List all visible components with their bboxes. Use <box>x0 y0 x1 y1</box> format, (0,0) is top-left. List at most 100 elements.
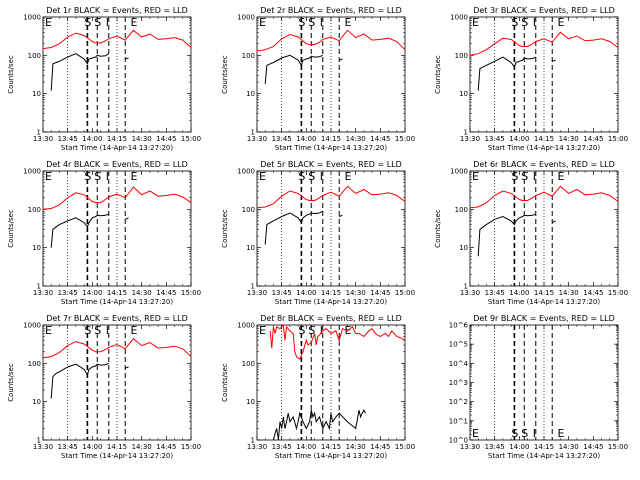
x-axis-label: Start Time (14-Apr-14 13:27:20) <box>275 298 387 306</box>
time-marker-label: I <box>106 16 109 29</box>
x-tick-label: 15:00 <box>608 289 628 297</box>
time-marker-label: S <box>94 324 101 337</box>
time-marker-label: S <box>308 16 315 29</box>
lld-rate-line <box>42 186 192 210</box>
y-tick-label: 10^1 <box>449 417 468 425</box>
x-tick-label: 13:30 <box>247 289 267 297</box>
time-marker-label: E <box>472 16 479 29</box>
x-tick-label: 14:00 <box>509 443 529 451</box>
x-tick-label: 14:30 <box>132 289 152 297</box>
x-tick-label: 14:45 <box>156 135 176 143</box>
x-axis-label: Start Time (14-Apr-14 13:27:20) <box>61 144 173 152</box>
x-tick-label: 14:00 <box>82 135 102 143</box>
panel-title: Det 3r BLACK = Events, RED = LLD <box>473 6 615 15</box>
y-tick-label: 10^6 <box>449 322 469 330</box>
time-marker-label: I <box>533 170 536 183</box>
events-rate-line <box>50 213 109 248</box>
time-marker-label: I <box>106 324 109 337</box>
events-rate-line <box>50 53 110 91</box>
events-rate-line <box>339 214 343 217</box>
x-tick-label: 14:30 <box>346 135 366 143</box>
y-axis-label: Counts/sec <box>434 55 442 94</box>
x-tick-label: 14:15 <box>107 289 127 297</box>
x-tick-label: 14:45 <box>583 443 603 451</box>
x-tick-label: 14:15 <box>534 289 554 297</box>
time-marker-label: S <box>521 170 528 183</box>
time-marker-label: S <box>521 427 528 440</box>
y-tick-label: 10^5 <box>449 341 468 349</box>
x-tick-label: 14:00 <box>296 289 316 297</box>
x-tick-label: 14:15 <box>321 135 341 143</box>
x-tick-label: 13:30 <box>460 135 480 143</box>
y-tick-label: 10 <box>246 398 255 406</box>
time-marker-label: S <box>94 16 101 29</box>
panel-title: Det 8r BLACK = Events, RED = LLD <box>260 314 402 323</box>
time-marker-label: E <box>344 16 351 29</box>
x-tick-label: 13:30 <box>460 443 480 451</box>
x-tick-label: 14:15 <box>534 443 554 451</box>
lld-rate-line <box>269 323 406 360</box>
time-marker-label: I <box>533 16 536 29</box>
time-marker-label: S <box>84 16 91 29</box>
panel-2: Det 2r BLACK = Events, RED = LLD 1 10 100 10… <box>221 6 415 152</box>
time-marker-label: I <box>320 324 323 337</box>
y-tick-label: 10^2 <box>449 398 468 406</box>
y-tick-label: 10^0 <box>449 437 468 445</box>
panel-6: Det 6r BLACK = Events, RED = LLD 1 10 100 10… <box>434 160 628 306</box>
y-tick-label: 100 <box>242 360 255 368</box>
lld-rate-line <box>42 337 192 359</box>
events-rate-line <box>339 58 343 61</box>
y-tick-label: 10 <box>459 90 468 98</box>
x-tick-label: 14:30 <box>132 135 152 143</box>
time-marker-label: S <box>308 170 315 183</box>
lld-rate-line <box>469 185 619 209</box>
y-tick-label: 10 <box>32 90 41 98</box>
panel-title: Det 2r BLACK = Events, RED = LLD <box>260 6 402 15</box>
y-axis-label: Counts/sec <box>434 209 442 248</box>
y-axis-label: Counts/sec <box>221 363 229 402</box>
time-marker-label: S <box>521 16 528 29</box>
time-marker-label: E <box>472 170 479 183</box>
y-axis-label: Counts/sec <box>7 363 15 402</box>
panel-title: Det 7r BLACK = Events, RED = LLD <box>46 314 188 323</box>
time-marker-label: S <box>84 324 91 337</box>
y-tick-label: 10 <box>246 244 255 252</box>
x-axis-label: Start Time (14-Apr-14 13:27:20) <box>61 298 173 306</box>
panel-8: Det 8r BLACK = Events, RED = LLD 1 10 100 10… <box>221 314 415 460</box>
y-tick-label: 100 <box>28 52 41 60</box>
panel-5: Det 5r BLACK = Events, RED = LLD 1 10 100 10… <box>221 160 415 306</box>
time-marker-label: S <box>298 16 305 29</box>
x-tick-label: 14:00 <box>296 443 316 451</box>
panel-1: Det 1r BLACK = Events, RED = LLD 1 10 100 10… <box>7 6 201 152</box>
x-tick-label: 13:45 <box>272 289 292 297</box>
x-tick-label: 13:45 <box>485 135 505 143</box>
time-marker-label: E <box>45 16 52 29</box>
x-tick-label: 14:15 <box>321 443 341 451</box>
x-tick-label: 14:15 <box>107 135 127 143</box>
x-tick-label: 13:45 <box>58 289 78 297</box>
x-tick-label: 14:45 <box>370 443 390 451</box>
y-tick-label: 1000 <box>450 168 468 176</box>
x-tick-label: 13:30 <box>33 289 53 297</box>
y-tick-label: 10^3 <box>449 379 468 387</box>
events-rate-line <box>272 409 366 441</box>
time-marker-label: S <box>84 170 91 183</box>
time-marker-label: S <box>94 170 101 183</box>
x-tick-label: 14:45 <box>583 135 603 143</box>
y-tick-label: 1000 <box>237 322 255 330</box>
x-tick-label: 13:45 <box>272 443 292 451</box>
y-tick-label: 1 <box>251 437 255 445</box>
events-rate-line <box>125 57 129 60</box>
time-marker-label: S <box>298 170 305 183</box>
y-tick-label: 1000 <box>237 14 255 22</box>
time-marker-label: E <box>259 170 266 183</box>
time-marker-label: S <box>511 170 518 183</box>
x-tick-label: 13:45 <box>485 289 505 297</box>
x-axis-label: Start Time (14-Apr-14 13:27:20) <box>275 452 387 460</box>
y-tick-label: 1000 <box>23 322 41 330</box>
x-tick-label: 15:00 <box>608 135 628 143</box>
time-marker-label: E <box>557 16 564 29</box>
x-tick-label: 15:00 <box>395 135 415 143</box>
time-marker-label: S <box>298 324 305 337</box>
time-marker-label: E <box>472 427 479 440</box>
